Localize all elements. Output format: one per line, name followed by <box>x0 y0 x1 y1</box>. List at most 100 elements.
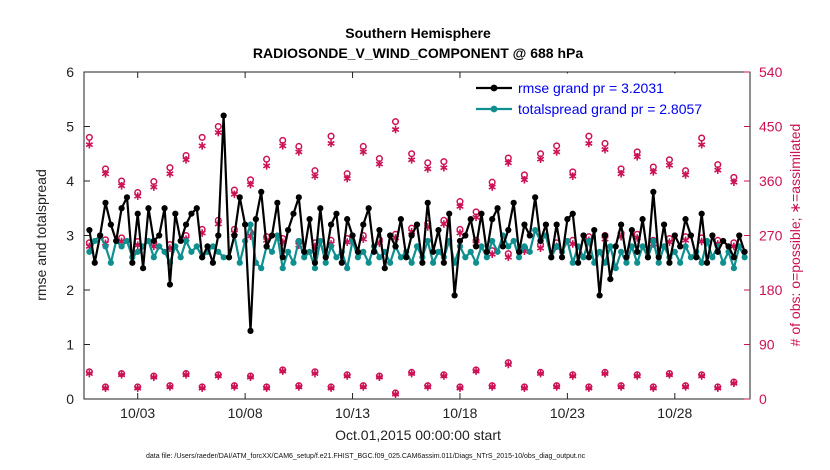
obs-assimilated-marker <box>714 384 722 392</box>
totalspread-point <box>236 259 243 266</box>
obs-possible-marker <box>166 164 174 172</box>
rmse-point <box>467 216 474 223</box>
rmse-point <box>623 254 630 261</box>
obs-assimilated-marker <box>440 372 448 380</box>
obs-assimilated-marker <box>456 384 464 392</box>
rmse-point <box>693 254 700 261</box>
totalspread-point <box>376 254 383 261</box>
obs-assimilated-marker <box>714 166 722 174</box>
y-tick-label: 0 <box>66 391 74 407</box>
rmse-series <box>86 112 748 334</box>
totalspread-point <box>730 265 737 272</box>
rmse-point <box>413 221 421 228</box>
rmse-point <box>736 232 743 239</box>
totalspread-point <box>650 237 657 245</box>
obs-assimilated-marker <box>117 370 126 379</box>
obs-assimilated-marker <box>456 202 464 211</box>
totalspread-point <box>467 248 474 255</box>
obs-assimilated-marker <box>697 140 706 149</box>
rmse-point <box>349 232 356 239</box>
rmse-point <box>532 194 539 201</box>
totalspread-point <box>284 248 292 255</box>
x-tick-label: 10/03 <box>120 405 155 421</box>
rmse-point <box>687 232 695 239</box>
obs-assimilated-marker <box>375 160 384 168</box>
obs-assimilated-marker <box>681 236 690 245</box>
rmse-point <box>134 210 141 217</box>
obs-assimilated-marker <box>327 139 335 148</box>
obs-assimilated-marker <box>697 372 706 380</box>
obs-assimilated-marker <box>665 370 674 379</box>
obs-assimilated-marker <box>407 369 416 378</box>
y2-tick-label: 540 <box>759 64 783 80</box>
rmse-point <box>199 254 206 261</box>
obs-assimilated-marker <box>198 384 206 392</box>
totalspread-point <box>677 259 684 266</box>
rmse-point <box>156 232 163 239</box>
totalspread-point <box>569 259 576 266</box>
rmse-point <box>354 248 362 255</box>
rmse-point <box>596 292 603 299</box>
totalspread-point <box>639 243 646 250</box>
rmse-point <box>279 254 286 261</box>
y-tick-label: 5 <box>66 119 74 135</box>
obs-assimilated-marker <box>214 128 222 137</box>
obs-possible-marker <box>585 132 593 140</box>
obs-assimilated-marker <box>85 140 94 149</box>
rmse-point <box>268 232 276 239</box>
obs-assimilated-marker <box>601 145 609 154</box>
rmse-point <box>628 226 635 234</box>
rmse-point <box>714 248 721 255</box>
rmse-point <box>435 226 442 234</box>
rmse-point <box>703 259 711 266</box>
totalspread-point <box>430 259 437 266</box>
totalspread-point <box>628 243 635 250</box>
totalspread-point <box>472 259 480 266</box>
obs-assimilated-marker <box>262 384 271 392</box>
totalspread-point <box>532 226 539 234</box>
rmse-point <box>510 199 517 206</box>
totalspread-point <box>634 259 641 266</box>
totalspread-point <box>720 259 727 266</box>
totalspread-point <box>311 265 319 272</box>
obs-assimilated-marker <box>649 168 658 176</box>
obs-assimilated-marker <box>85 369 94 378</box>
rmse-point <box>591 226 598 234</box>
rmse-point <box>505 226 512 234</box>
obs-assimilated-marker <box>730 178 738 187</box>
obs-assimilated-marker <box>536 244 545 253</box>
x-tick-label: 10/28 <box>657 405 692 421</box>
obs-assimilated-marker <box>359 383 367 391</box>
obs-assimilated-marker <box>488 183 496 191</box>
totalspread-point <box>354 254 362 261</box>
totalspread-point <box>387 259 394 266</box>
totalspread-point <box>102 243 109 250</box>
chart-title: Southern Hemisphere <box>345 25 491 41</box>
totalspread-point <box>118 243 125 250</box>
rmse-point <box>472 243 480 250</box>
rmse-point <box>360 221 367 228</box>
obs-assimilated-marker <box>472 367 480 375</box>
x-axis: 10/03 10/08 10/13 10/18 10/23 10/28 <box>120 72 693 421</box>
rmse-point <box>741 248 748 255</box>
y2-tick-label: 180 <box>759 282 783 298</box>
rmse-point <box>677 243 684 250</box>
y-axis-left: 0 1 2 3 4 5 6 <box>66 64 90 407</box>
obs-assimilated-marker <box>633 372 641 380</box>
totalspread-point <box>215 248 222 255</box>
obs-possible-marker <box>553 142 561 150</box>
rmse-point <box>575 259 582 266</box>
totalspread-point <box>596 248 603 255</box>
totalspread-point <box>521 243 528 250</box>
totalspread-point <box>150 254 157 261</box>
totalspread-point <box>301 254 308 261</box>
y2-axis-label: # of obs: o=possible; ∗=assimilated <box>787 124 803 347</box>
rmse-point <box>387 232 394 239</box>
rmse-point <box>370 248 378 255</box>
obs-assimilated-marker <box>536 155 545 163</box>
obs-assimilated-marker <box>295 383 303 391</box>
rmse-point <box>284 226 292 234</box>
totalspread-point <box>462 254 469 261</box>
totalspread-point <box>344 265 351 272</box>
obs-possible-marker <box>440 158 448 166</box>
